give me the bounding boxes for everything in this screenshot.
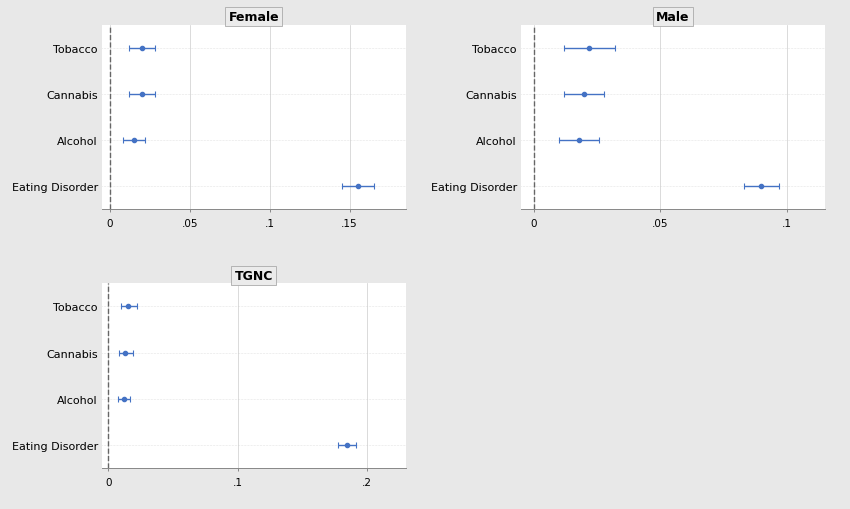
Title: Male: Male	[656, 11, 689, 24]
Title: TGNC: TGNC	[235, 270, 273, 282]
Title: Female: Female	[229, 11, 279, 24]
